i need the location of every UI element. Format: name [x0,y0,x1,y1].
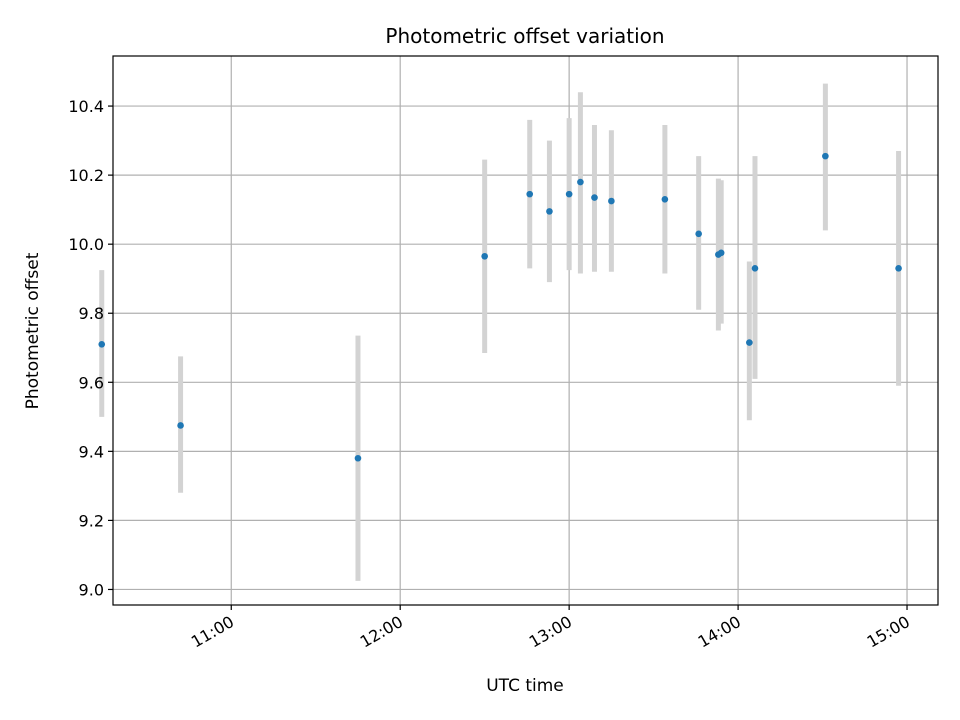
chart-title: Photometric offset variation [385,24,664,48]
data-points [98,152,902,462]
data-point [546,208,553,215]
error-bars [99,83,902,581]
y-tick-label: 9.4 [79,442,104,461]
x-tick-label: 14:00 [695,612,744,652]
ticks: 9.0 9.2 9.4 9.6 9.8 10.0 10.2 10.4 11:00 12:00 13:… [68,97,913,651]
data-point [895,265,902,272]
data-point [98,341,106,348]
grid [113,56,938,605]
y-tick-label: 9.8 [79,304,104,323]
data-point [695,230,702,238]
x-tick-label: 12:00 [357,612,406,652]
y-tick-label: 10.0 [68,235,104,254]
y-tick-label: 10.4 [68,97,104,116]
data-point [577,178,584,186]
data-point [481,252,488,260]
data-point [751,265,759,272]
y-tick-label: 10.2 [68,166,104,185]
data-point [526,190,534,198]
data-point [608,197,615,205]
x-axis-label: UTC time [486,676,564,696]
data-point [177,422,184,429]
data-point [565,190,573,198]
data-point [822,152,829,160]
x-tick-label: 13:00 [526,612,575,652]
data-point [591,194,598,201]
data-point [661,195,669,203]
x-tick-label: 15:00 [864,612,913,652]
data-point [717,249,725,257]
plot-frame [112,55,939,606]
y-tick-label: 9.6 [79,373,104,392]
y-tick-label: 9.0 [79,580,104,599]
data-point [354,454,362,462]
data-point [746,339,753,346]
y-axis-label: Photometric offset [23,252,43,409]
x-tick-label: 11:00 [188,612,237,652]
y-tick-label: 9.2 [79,511,104,530]
